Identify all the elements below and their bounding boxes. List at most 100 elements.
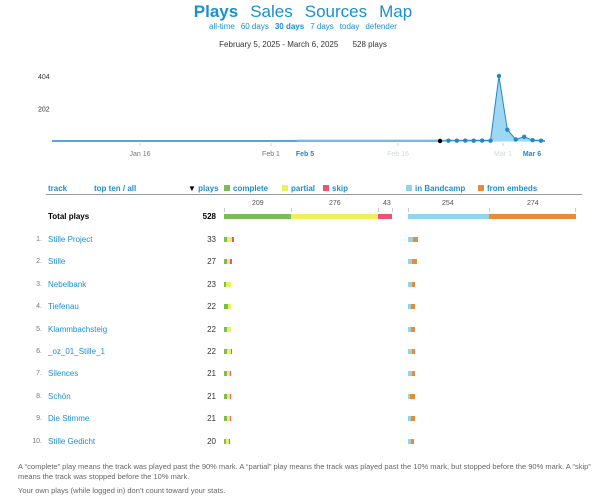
complete-bar (224, 304, 228, 310)
skip-legend: skip (323, 184, 348, 193)
embeds-label: from embeds (487, 184, 538, 193)
total-row: Total plays 528 (0, 211, 606, 223)
data-point (479, 138, 485, 143)
data-point (454, 138, 460, 143)
tab-plays[interactable]: Plays (193, 2, 239, 21)
scale-embeds: 274 (527, 200, 539, 207)
x-tick-label: Mar 6 (523, 151, 541, 158)
complete-bar (224, 438, 227, 444)
track-link[interactable]: Klammbachsteig (48, 324, 108, 334)
in-bandcamp-bar (408, 259, 412, 265)
data-point (521, 134, 527, 140)
track-rank: 6. (36, 348, 42, 355)
stats-nav: Plays Sales Sources Map (0, 2, 606, 22)
track-plays: 33 (207, 235, 216, 244)
track-row: 7. Silences 21 (0, 368, 606, 380)
partial-bar (226, 416, 230, 422)
data-point (446, 138, 451, 143)
from-embeds-bar (411, 326, 415, 332)
range-30-days[interactable]: 30 days (274, 22, 305, 31)
partial-bar (227, 237, 232, 242)
track-rank: 1. (36, 236, 42, 243)
in-bandcamp-bar (408, 349, 412, 354)
skip-bar (229, 438, 231, 444)
track-rank: 5. (36, 325, 42, 333)
data-point (437, 138, 443, 144)
from-embeds-bar (410, 393, 415, 399)
tab-sources[interactable]: Sources (304, 2, 368, 21)
complete-bar (224, 371, 228, 377)
data-point (513, 137, 518, 142)
partial-bar (227, 326, 231, 332)
track-column-header[interactable]: track (48, 184, 68, 193)
scale-bandcamp: 254 (442, 200, 454, 207)
track-row: 3. Nebelbank 23 (0, 279, 606, 291)
track-row: 10. Stille Gedicht 20 (0, 436, 606, 448)
track-plays: 21 (207, 391, 216, 401)
scale-tick (575, 208, 576, 212)
track-link[interactable]: Stille Gedicht (48, 436, 96, 446)
from-embeds-bar (411, 371, 415, 377)
range-defender[interactable]: defender (365, 22, 397, 31)
x-tick-label: Feb 16 (387, 151, 409, 158)
period-summary: February 5, 2025 - March 6, 2025 528 pla… (0, 40, 606, 49)
range-all-time[interactable]: all-time (209, 22, 235, 31)
from-embeds-bar (410, 416, 415, 422)
top-ten-toggle[interactable]: top ten / all (94, 184, 137, 193)
skip-label: skip (332, 184, 349, 193)
range-tabs: all-time 60 days 30 days 7 days today defende… (0, 22, 606, 31)
range-today[interactable]: today (339, 22, 360, 31)
track-rank: 8. (36, 392, 42, 400)
in-bandcamp-bar (408, 326, 412, 332)
scale-tick (408, 208, 409, 212)
complete-swatch (224, 185, 230, 191)
scale-complete: 209 (252, 200, 264, 207)
track-link[interactable]: _oz_01_Stille_1 (48, 347, 105, 356)
track-rank: 2. (36, 258, 42, 266)
track-row: 4. Tiefenau 22 (0, 301, 606, 313)
skip-bar (231, 237, 235, 242)
total-plays: 528 (202, 212, 216, 221)
tab-sales[interactable]: Sales (250, 2, 293, 21)
data-point (496, 73, 502, 79)
sort-arrow-icon: ▼ (188, 184, 196, 193)
track-link[interactable]: Stille (48, 257, 66, 267)
track-link[interactable]: Die Stimme (48, 414, 90, 424)
complete-bar (224, 214, 291, 219)
in-bandcamp-bar (408, 416, 411, 422)
range-60-days[interactable]: 60 days (240, 22, 269, 31)
track-row: 5. Klammbachsteig 22 (0, 324, 606, 336)
data-point (538, 138, 544, 143)
track-link[interactable]: Stille Project (48, 235, 93, 244)
track-link[interactable]: Silences (48, 369, 79, 379)
partial-legend: partial (282, 184, 315, 193)
in-bandcamp-bar (408, 393, 411, 399)
complete-bar (224, 237, 228, 242)
track-rank: 3. (36, 280, 42, 288)
track-plays: 22 (207, 347, 216, 356)
data-point (488, 138, 493, 143)
in-bandcamp-bar (408, 281, 412, 287)
scale-tick (291, 208, 292, 212)
in-bandcamp-bar (408, 304, 412, 310)
complete-bar (224, 259, 228, 265)
range-7-days[interactable]: 7 days (310, 22, 334, 31)
partial-bar (226, 438, 230, 444)
track-rank: 10. (32, 437, 42, 445)
from-embeds-bar (411, 259, 417, 265)
track-link[interactable]: Nebelbank (48, 279, 87, 289)
partial-bar (226, 393, 231, 399)
plays-column-header[interactable]: ▼ plays (188, 184, 219, 193)
track-link[interactable]: Schön (48, 391, 71, 401)
track-plays: 22 (207, 324, 216, 334)
in-bandcamp-bar (408, 214, 489, 219)
tab-map[interactable]: Map (379, 2, 413, 21)
track-row: 9. Die Stimme 21 (0, 413, 606, 425)
x-tick-label: Mar 1 (494, 151, 512, 158)
skip-bar (230, 371, 231, 377)
in-bandcamp-bar (408, 438, 411, 444)
partial-swatch (282, 185, 288, 191)
period-dates: February 5, 2025 - March 6, 2025 (219, 40, 339, 49)
track-link[interactable]: Tiefenau (48, 302, 79, 312)
track-rank: 4. (36, 303, 42, 311)
